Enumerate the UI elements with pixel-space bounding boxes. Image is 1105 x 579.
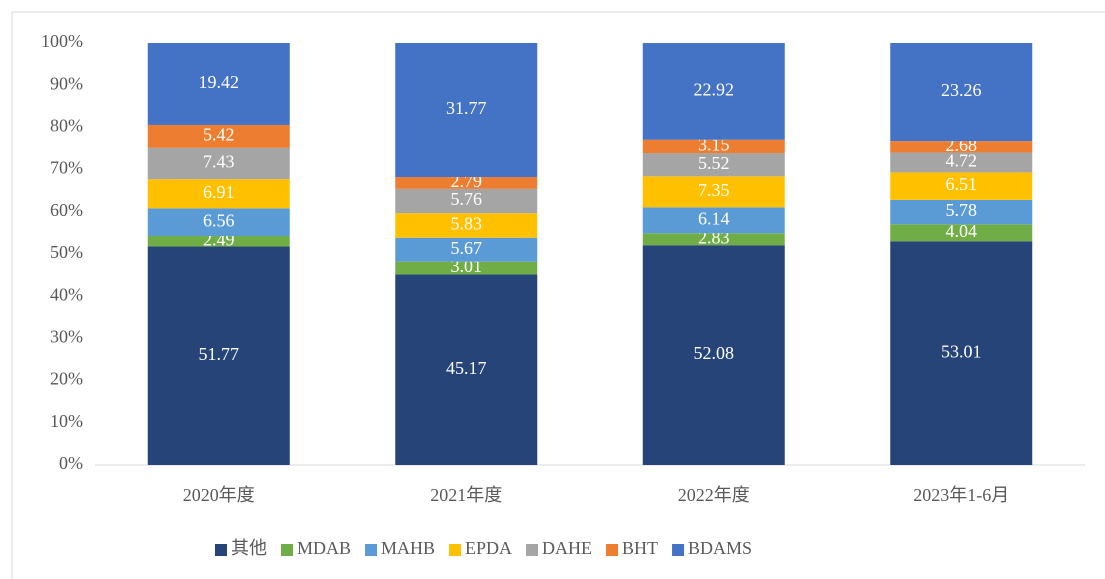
- bar-segment: [395, 188, 538, 214]
- legend-label: MAHB: [381, 538, 435, 558]
- bar-segment: [890, 152, 1033, 173]
- legend-swatch: [215, 544, 227, 556]
- bar-segment: [642, 43, 785, 140]
- y-tick-label: 70%: [50, 158, 83, 178]
- bar-segment: [147, 179, 290, 209]
- bar-segment: [890, 43, 1033, 142]
- legend-swatch: [526, 544, 539, 556]
- data-label: 5.76: [451, 189, 483, 209]
- data-label: 5.78: [946, 200, 978, 220]
- legend-swatch: [365, 544, 378, 556]
- bar-segment: [147, 208, 290, 237]
- x-tick-label: 2023年1-6月: [913, 485, 1009, 505]
- legend-label: EPDA: [465, 538, 512, 558]
- legend-swatch: [281, 544, 293, 556]
- bar-segment: [890, 141, 1033, 153]
- data-label: 6.91: [203, 182, 235, 202]
- legend-swatch: [606, 544, 619, 556]
- bar-segment: [890, 224, 1033, 242]
- legend-label: 其他: [231, 538, 267, 558]
- y-tick-label: 30%: [50, 327, 83, 347]
- bar-segment: [890, 199, 1033, 225]
- bar-segment: [147, 246, 290, 465]
- data-label: 5.52: [698, 153, 730, 173]
- data-label: 6.14: [698, 208, 730, 228]
- y-tick-label: 10%: [50, 411, 83, 431]
- data-label: 7.35: [698, 180, 730, 200]
- y-tick-label: 80%: [50, 116, 83, 136]
- bar-segment: [395, 213, 538, 238]
- bar-segment: [890, 172, 1033, 200]
- data-label: 6.56: [203, 210, 235, 230]
- data-label: 5.83: [451, 214, 483, 234]
- data-label: 53.01: [941, 341, 982, 361]
- data-label: 52.08: [694, 343, 735, 363]
- bar-segment: [642, 176, 785, 208]
- bar-segment: [147, 147, 290, 180]
- bar-segment: [642, 245, 785, 465]
- legend-label: MDAB: [297, 538, 351, 558]
- bar-segment: [395, 177, 538, 189]
- data-label: 4.04: [946, 221, 978, 241]
- data-label: 45.17: [446, 358, 487, 378]
- legend-label: BHT: [622, 538, 658, 558]
- data-label: 7.43: [203, 152, 235, 172]
- data-label: 4.72: [946, 151, 978, 171]
- data-label: 5.67: [451, 238, 483, 258]
- bar-segment: [890, 241, 1033, 465]
- bar-segment: [642, 139, 785, 154]
- data-label: 5.42: [203, 125, 235, 145]
- bar-segment: [147, 43, 290, 125]
- x-tick-label: 2021年度: [430, 485, 502, 505]
- x-tick-label: 2020年度: [183, 485, 255, 505]
- bar-segment: [395, 237, 538, 262]
- y-tick-label: 20%: [50, 369, 83, 389]
- data-label: 51.77: [199, 344, 240, 364]
- data-label: 22.92: [694, 80, 735, 100]
- data-label: 19.42: [199, 72, 240, 92]
- legend-swatch: [672, 544, 685, 556]
- bar-segment: [147, 124, 290, 148]
- y-tick-label: 100%: [41, 31, 83, 51]
- data-label: 23.26: [941, 80, 982, 100]
- x-tick-label: 2022年度: [678, 485, 750, 505]
- y-tick-label: 40%: [50, 284, 83, 304]
- legend-swatch: [449, 544, 462, 556]
- data-label: 31.77: [446, 98, 487, 118]
- legend-label: DAHE: [542, 538, 592, 558]
- legend-label: BDAMS: [688, 538, 752, 558]
- bar-segment: [395, 274, 538, 465]
- y-tick-label: 60%: [50, 200, 83, 220]
- data-label: 6.51: [946, 174, 978, 194]
- bar-segment: [642, 233, 785, 246]
- y-tick-label: 0%: [59, 453, 83, 473]
- bar-segment: [642, 153, 785, 177]
- y-tick-label: 90%: [50, 73, 83, 93]
- bar-segment: [395, 43, 538, 178]
- y-tick-label: 50%: [50, 242, 83, 262]
- bar-segment: [395, 261, 538, 275]
- bar-segment: [147, 236, 290, 247]
- bar-segment: [642, 207, 785, 234]
